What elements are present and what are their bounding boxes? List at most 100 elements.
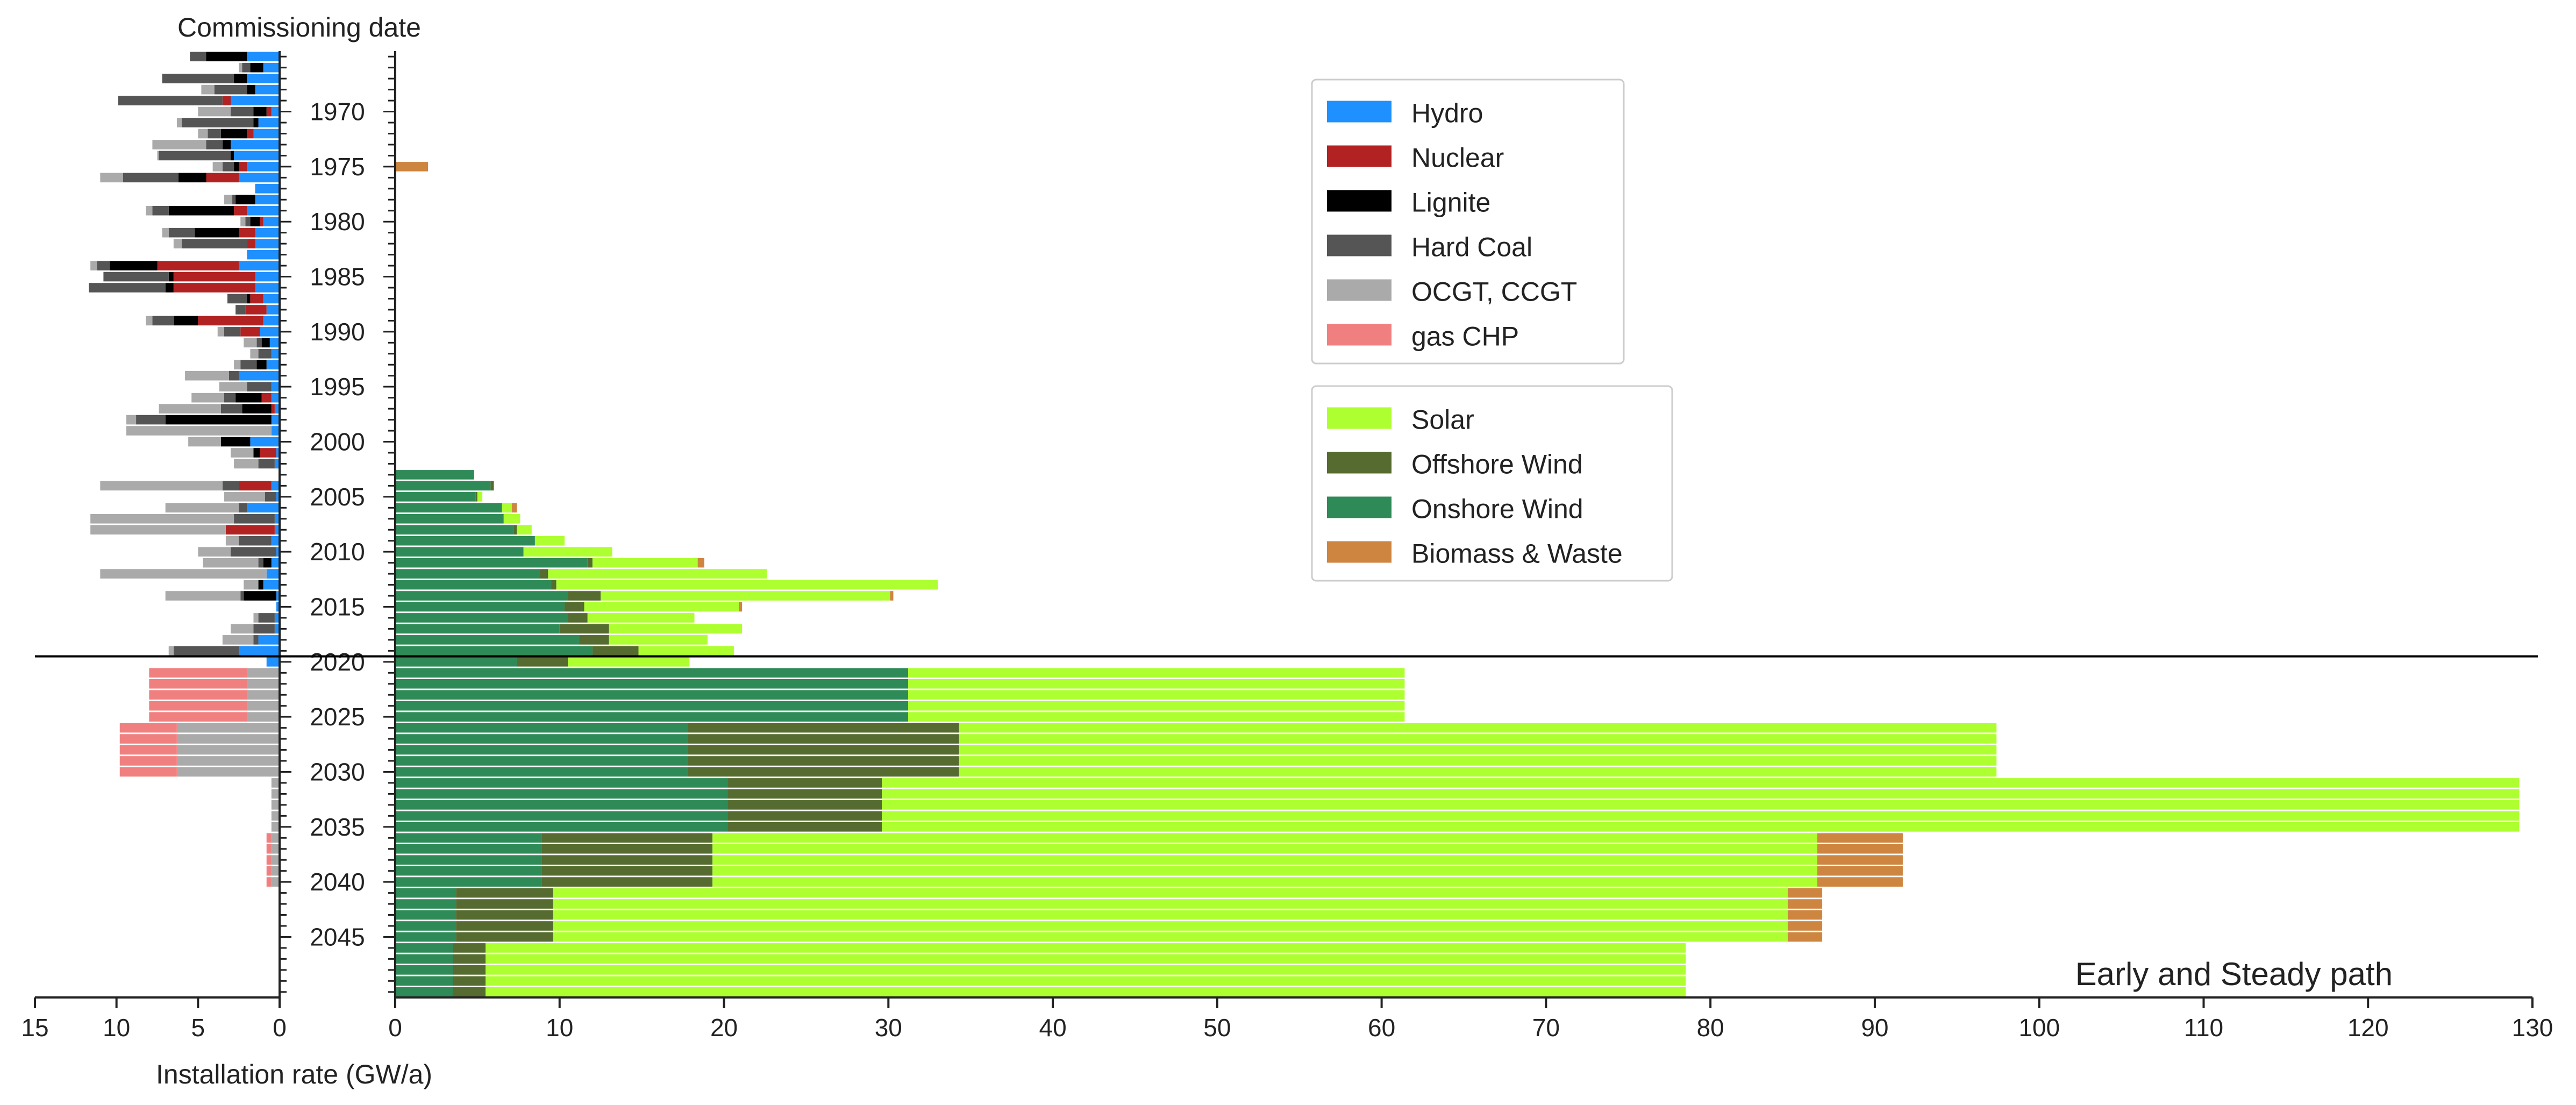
bar-offshore-wind-2045 [456, 932, 553, 942]
bar-hydro-2012 [266, 569, 280, 579]
bar-hard-coal-1986 [89, 283, 166, 293]
bar-gas-chp-2023 [149, 690, 247, 700]
bar-solar-2049 [486, 976, 1686, 986]
bar-hydro-1992 [271, 348, 280, 359]
bar-hydro-1973 [231, 140, 280, 149]
bar-biomass-waste-2041 [1787, 888, 1823, 898]
bar-onshore-wind-2037 [395, 844, 542, 854]
bar-hydro-2014 [276, 591, 280, 601]
bar-hard-coal-1971 [182, 118, 254, 127]
bar-ocgt-ccgt-2034 [271, 811, 280, 821]
bar-onshore-wind-2023 [395, 690, 908, 700]
bar-solar-2037 [712, 844, 1817, 854]
bar-offshore-wind-2026 [688, 723, 959, 733]
bar-onshore-wind-2048 [395, 965, 453, 975]
bar-ocgt-ccgt-1970 [198, 106, 231, 117]
bar-nuclear-1990 [240, 327, 260, 337]
bar-offshore-wind-2044 [456, 921, 553, 931]
bar-lignite-1984 [110, 261, 158, 270]
bar-ocgt-ccgt-2036 [271, 833, 280, 843]
bar-lignite-1985 [168, 272, 174, 282]
bar-biomass-waste-2037 [1817, 844, 1903, 854]
bar-hydro-1993 [266, 360, 280, 370]
bar-hydro-1987 [263, 294, 280, 304]
bar-solar-2047 [486, 954, 1686, 964]
bar-hydro-2007 [274, 514, 280, 524]
bar-onshore-wind-2027 [395, 734, 688, 744]
year-tick-label: 1995 [310, 373, 365, 401]
bar-offshore-wind-2033 [727, 800, 882, 810]
bar-nuclear-1981 [239, 227, 255, 238]
bar-biomass-waste-2045 [1787, 932, 1823, 942]
bar-hard-coal-1994 [229, 370, 239, 381]
bar-solar-2020 [568, 657, 690, 667]
left-x-tick-label: 0 [273, 1014, 287, 1042]
left-x-tick-label: 15 [21, 1014, 48, 1042]
bar-ocgt-ccgt-1991 [244, 338, 257, 348]
bar-hard-coal-2005 [265, 492, 276, 502]
bar-ocgt-ccgt-2022 [247, 679, 280, 689]
bar-hydro-2011 [271, 558, 280, 568]
bar-onshore-wind-2020 [395, 657, 517, 667]
bar-lignite-1993 [256, 360, 267, 370]
year-tick-label: 1980 [310, 208, 365, 236]
year-tick-label: 2045 [310, 923, 365, 951]
bar-offshore-wind-2004 [490, 481, 494, 491]
bar-hard-coal-1987 [227, 294, 247, 304]
bar-ocgt-ccgt-2023 [247, 690, 280, 700]
bar-hydro-2009 [271, 536, 280, 546]
bar-nuclear-1989 [198, 316, 263, 326]
bar-onshore-wind-2015 [395, 602, 565, 612]
bar-ocgt-ccgt-2001 [231, 448, 254, 458]
year-tick-label: 1970 [310, 98, 365, 126]
bar-hard-coal-1984 [97, 261, 110, 270]
bar-solar-2014 [601, 591, 890, 601]
year-tick-label: 2005 [310, 483, 365, 511]
year-tick-label: 2040 [310, 868, 365, 896]
bar-ocgt-ccgt-1971 [176, 118, 182, 127]
right-x-tick-label: 0 [388, 1014, 402, 1042]
bar-lignite-1979 [168, 205, 234, 216]
bar-hard-coal-2007 [234, 514, 275, 524]
bar-ocgt-ccgt-1981 [162, 227, 169, 238]
bar-onshore-wind-2019 [395, 646, 593, 656]
bar-ocgt-ccgt-2009 [225, 536, 239, 546]
bar-hydro-1998 [271, 415, 280, 425]
legend-swatch-biomass-waste [1327, 541, 1392, 563]
bar-ocgt-ccgt-2004 [100, 481, 223, 491]
bar-lignite-2011 [263, 558, 272, 568]
bar-offshore-wind-2037 [541, 844, 713, 854]
bar-hard-coal-1988 [236, 305, 246, 315]
bar-hard-coal-1989 [152, 316, 174, 326]
bar-lignite-1989 [173, 316, 198, 326]
bar-ocgt-ccgt-2016 [253, 613, 259, 623]
axes: 15 10 5 0 0 10 20 30 40 50 60 70 80 90 100 110 120 130197… [21, 51, 2553, 1042]
left-panel-bars [89, 52, 280, 887]
bar-hard-coal-1974 [159, 151, 231, 161]
bar-hard-coal-2016 [258, 613, 275, 623]
bar-hydro-2001 [276, 448, 280, 458]
bar-hard-coal-1998 [136, 415, 166, 425]
bar-ocgt-ccgt-2031 [271, 778, 280, 788]
bar-nuclear-1996 [261, 393, 272, 403]
bar-nuclear-1975 [239, 162, 247, 172]
legend-swatch-ocgt-ccgt [1327, 279, 1392, 301]
bar-ocgt-ccgt-1980 [240, 217, 246, 227]
bar-gas-chp-2038 [266, 855, 272, 865]
bar-lignite-2013 [258, 580, 263, 590]
bar-ocgt-ccgt-1994 [185, 370, 229, 381]
bar-biomass-waste-2038 [1817, 855, 1903, 865]
bar-ocgt-ccgt-1968 [201, 84, 215, 95]
bar-hard-coal-1993 [240, 360, 257, 370]
bar-onshore-wind-2026 [395, 723, 688, 733]
bar-onshore-wind-2018 [395, 635, 580, 645]
bar-offshore-wind-2036 [541, 833, 713, 843]
bar-hydro-1975 [247, 162, 280, 172]
bar-hard-coal-1972 [208, 129, 221, 139]
bar-hard-coal-2014 [240, 591, 244, 601]
bar-hydro-1995 [271, 382, 280, 391]
bar-offshore-wind-2043 [456, 910, 553, 920]
bar-onshore-wind-2035 [395, 822, 727, 832]
bar-hydro-2010 [276, 547, 280, 557]
bar-lignite-1970 [253, 106, 267, 117]
